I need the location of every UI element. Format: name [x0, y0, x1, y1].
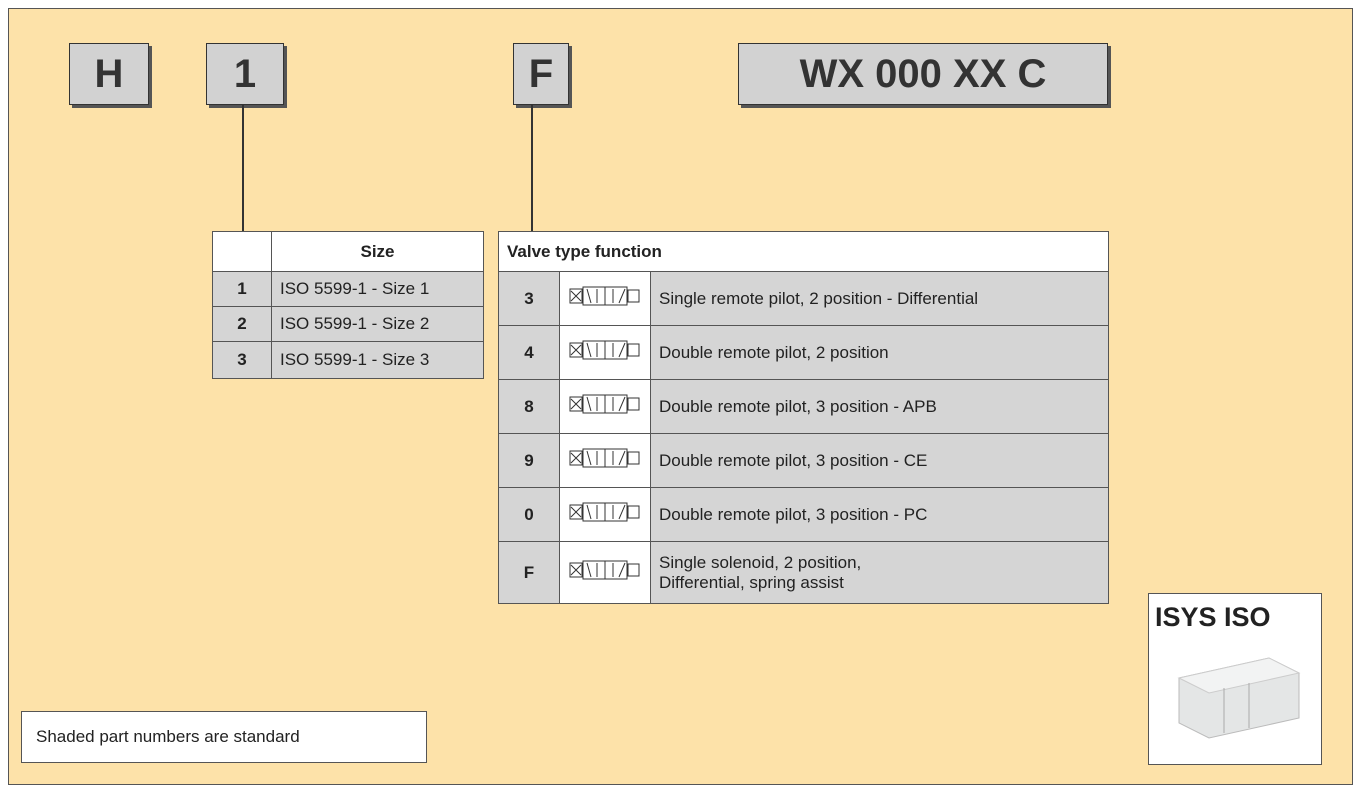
- title: Valve type function: [498, 231, 1109, 272]
- valve-row: F Single solenoid, 2 position, Differentia…: [498, 541, 1109, 604]
- valve-code: 4: [498, 325, 560, 380]
- size-desc: ISO 5599-1 - Size 1: [271, 271, 484, 307]
- size-row: 2 ISO 5599-1 - Size 2: [212, 306, 484, 342]
- valve-code: F: [498, 541, 560, 604]
- valve-row: 4 Double remote pilot, 2 position: [498, 325, 1109, 380]
- size-row: 3 ISO 5599-1 - Size 3: [212, 341, 484, 379]
- valve-desc: Single solenoid, 2 position, Differential…: [650, 541, 1109, 604]
- product-label: ISYS ISO: [1155, 602, 1271, 632]
- blank-cell: [212, 231, 272, 272]
- valve-table: Valve type function 3 Single remote pilot…: [498, 231, 1109, 604]
- size-desc: ISO 5599-1 - Size 2: [271, 306, 484, 342]
- valve-desc: Double remote pilot, 2 position: [650, 325, 1109, 380]
- header: Size: [271, 231, 484, 272]
- valve-row: 8 Double remote pilot, 3 position - APB: [498, 379, 1109, 434]
- valve-desc: Double remote pilot, 3 position - APB: [650, 379, 1109, 434]
- size-row: 1 ISO 5599-1 - Size 1: [212, 271, 484, 307]
- valve-symbol: [559, 271, 651, 326]
- desc-line: Single solenoid, 2 position,: [659, 552, 862, 572]
- valve-desc: Single remote pilot, 2 position - Differ…: [650, 271, 1109, 326]
- valve-symbol: [559, 433, 651, 488]
- product-box: ISYS ISO: [1148, 593, 1322, 765]
- valve-symbol: [559, 325, 651, 380]
- size-code: 3: [212, 341, 272, 379]
- size-desc: ISO 5599-1 - Size 3: [271, 341, 484, 379]
- valve-row: 3 Single remote pilot, 2 position - Diffe…: [498, 271, 1109, 326]
- valve-code: 8: [498, 379, 560, 434]
- valve-row: 0 Double remote pilot, 3 position - PC: [498, 487, 1109, 542]
- valve-symbol: [559, 379, 651, 434]
- desc-line: Single remote pilot, 2 position - Differ…: [659, 288, 979, 308]
- valve-symbol: [559, 487, 651, 542]
- code-box: 1: [206, 43, 284, 105]
- desc-line: Double remote pilot, 3 position - APB: [659, 396, 937, 416]
- size-code: 1: [212, 271, 272, 307]
- valve-desc: Double remote pilot, 3 position - PC: [650, 487, 1109, 542]
- connector: [531, 105, 533, 231]
- code-box: H: [69, 43, 149, 105]
- code-box: F: [513, 43, 569, 105]
- valve-code: 0: [498, 487, 560, 542]
- valve-row: 9 Double remote pilot, 3 position - CE: [498, 433, 1109, 488]
- note: Shaded part numbers are standard: [21, 711, 427, 763]
- order-code-sheet: H 1 F WX 000 XX C Size 1 ISO 5599-1 - Siz…: [8, 8, 1353, 785]
- product-image: [1177, 657, 1301, 739]
- desc-line: Double remote pilot, 3 position - CE: [659, 450, 928, 470]
- size-table: Size 1 ISO 5599-1 - Size 1 2 ISO 5599-1 - S…: [212, 231, 484, 379]
- valve-symbol: [559, 541, 651, 604]
- valve-desc: Double remote pilot, 3 position - CE: [650, 433, 1109, 488]
- code-box: WX 000 XX C: [738, 43, 1108, 105]
- desc-line: Differential, spring assist: [659, 572, 844, 592]
- desc-line: Double remote pilot, 2 position: [659, 342, 889, 362]
- valve-code: 9: [498, 433, 560, 488]
- desc-line: Double remote pilot, 3 position - PC: [659, 504, 928, 524]
- connector: [242, 105, 244, 231]
- valve-code: 3: [498, 271, 560, 326]
- size-code: 2: [212, 306, 272, 342]
